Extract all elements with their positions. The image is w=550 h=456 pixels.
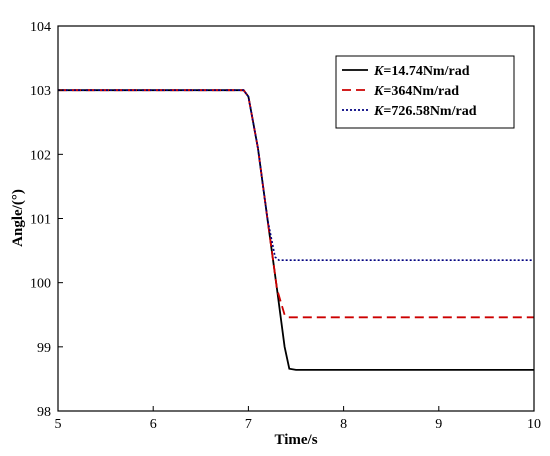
legend-label-3: K=726.58Nm/rad	[373, 104, 477, 119]
x-tick-label: 9	[435, 417, 442, 432]
legend-label-2: K=364Nm/rad	[373, 84, 459, 99]
x-tick-label: 7	[245, 417, 252, 432]
y-tick-label: 101	[30, 213, 51, 228]
x-tick-label: 10	[527, 417, 541, 432]
y-tick-label: 104	[30, 20, 51, 35]
x-axis-title: Time/s	[274, 432, 317, 448]
x-tick-label: 8	[340, 417, 347, 432]
legend-label-1: K=14.74Nm/rad	[373, 64, 470, 79]
x-tick-label: 5	[55, 417, 62, 432]
x-tick-label: 6	[150, 417, 157, 432]
y-tick-label: 98	[37, 405, 51, 420]
legend-box	[335, 55, 515, 129]
axes-layer: 5 6 7 8 9 10 98 99 100 101 102 103 104	[30, 20, 541, 432]
y-tick-label: 100	[30, 277, 51, 292]
y-tick-label: 99	[37, 341, 51, 356]
series-line-3	[58, 89, 534, 261]
y-tick-label: 102	[30, 148, 51, 163]
series-layer	[58, 89, 534, 371]
legend: K=14.74Nm/rad K=364Nm/rad K=726.58Nm/rad	[335, 55, 515, 129]
y-tick-label: 103	[30, 84, 51, 99]
y-axis-title: Angle/(°)	[10, 189, 26, 247]
